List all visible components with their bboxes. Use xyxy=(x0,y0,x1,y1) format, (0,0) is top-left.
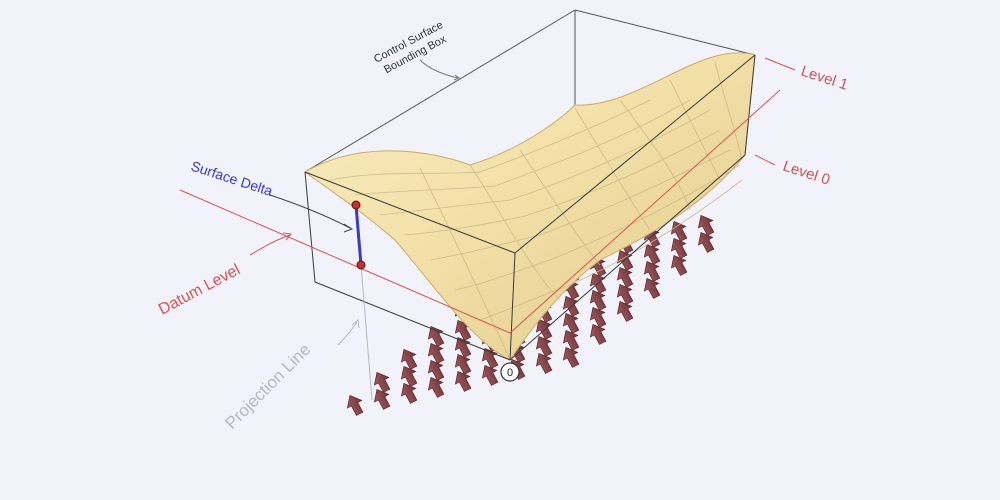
direction-arrow-icon xyxy=(397,346,421,372)
level-0-label: Level 0 xyxy=(781,158,832,189)
origin-marker-label: 0 xyxy=(507,367,513,379)
datum-level-label: Datum Level xyxy=(156,261,243,318)
projection-line-label: Projection Line xyxy=(221,340,314,433)
origin-marker-icon: 0 xyxy=(501,363,519,381)
direction-arrow-icon xyxy=(370,369,394,395)
control-point-icon xyxy=(352,201,360,209)
control-surface xyxy=(305,53,755,360)
control-point-icon xyxy=(357,261,365,269)
level-1-tick xyxy=(765,58,795,70)
projection-line xyxy=(361,265,372,400)
direction-arrow-icon xyxy=(694,212,718,238)
direction-arrow-icon xyxy=(343,392,367,418)
surface-delta-label: Surface Delta xyxy=(189,158,275,199)
level-0-tick xyxy=(755,155,775,165)
level-1-label: Level 1 xyxy=(799,63,850,94)
bounding-box-label: Control Surface Bounding Box xyxy=(372,19,452,78)
